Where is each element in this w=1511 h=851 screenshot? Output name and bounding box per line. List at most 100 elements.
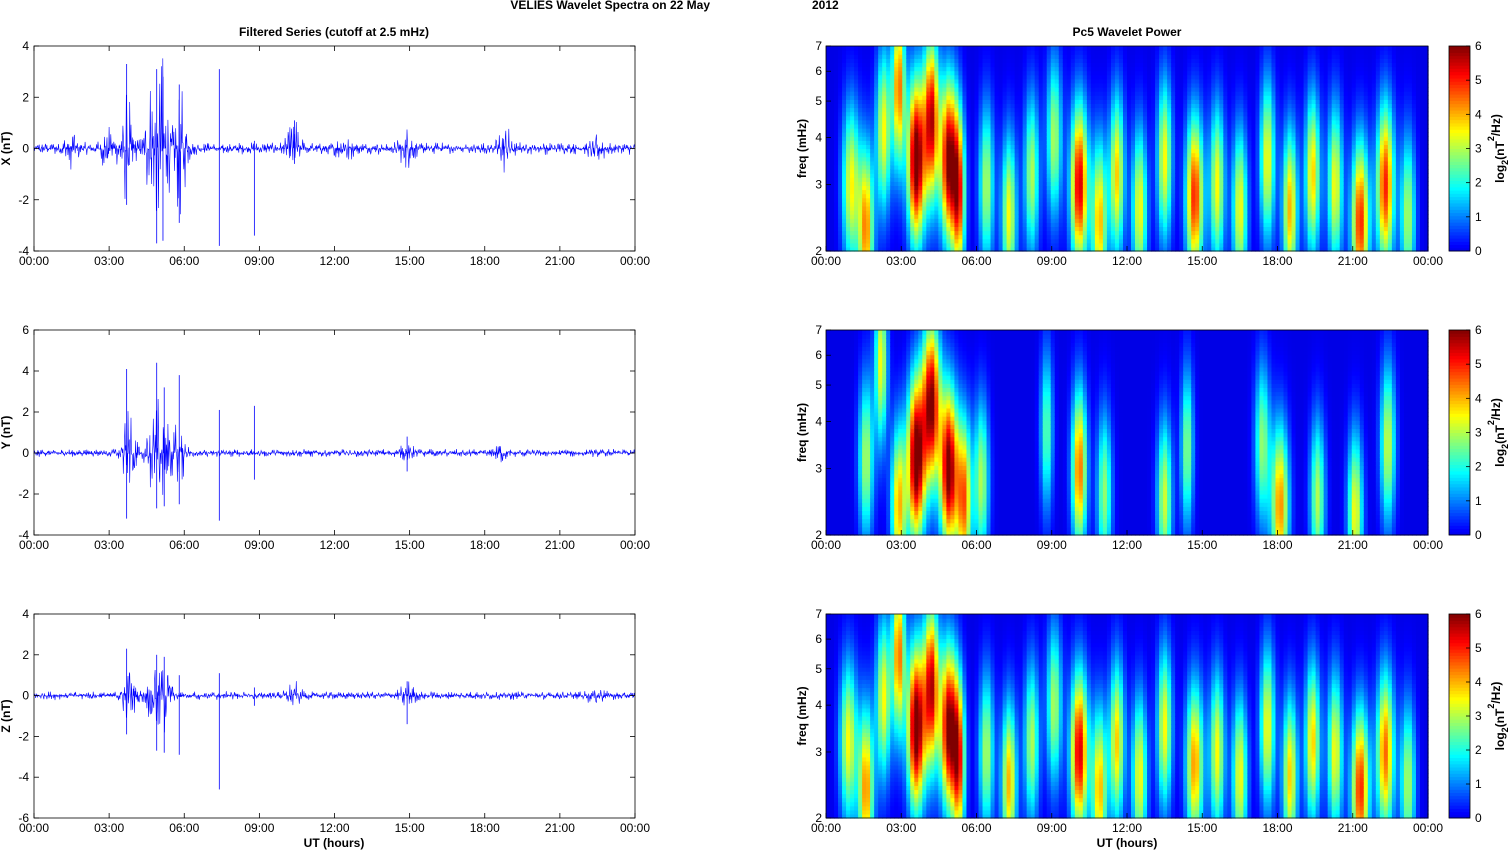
power-cell (1114, 140, 1120, 145)
power-cell (1147, 99, 1152, 104)
power-cell (874, 238, 879, 244)
power-cell (966, 132, 972, 137)
power-cell (1058, 218, 1064, 223)
power-cell (962, 103, 968, 109)
power-cell (962, 148, 968, 154)
power-cell (1114, 205, 1120, 211)
power-cell (974, 226, 980, 232)
power-cell (922, 99, 927, 104)
power-cell (1163, 205, 1168, 211)
power-cell (958, 58, 964, 63)
power-cell (1203, 107, 1208, 113)
power-cell (1151, 132, 1156, 137)
power-cell (874, 210, 879, 215)
power-cell (1147, 210, 1152, 215)
power-cell (1199, 181, 1204, 186)
power-cell (1203, 66, 1208, 72)
power-cell (886, 160, 891, 166)
power-cell (1034, 78, 1040, 84)
power-cell (1034, 58, 1040, 63)
power-cell (1046, 197, 1052, 203)
power-cell (1014, 238, 1020, 244)
power-cell (958, 107, 964, 113)
power-cell (1034, 189, 1040, 195)
power-cell (1074, 234, 1080, 240)
power-cell (966, 50, 972, 55)
power-cell (1038, 197, 1044, 203)
power-cell (1018, 103, 1024, 109)
power-cell (1034, 156, 1040, 162)
power-cell (1127, 201, 1132, 207)
power-cell (1207, 205, 1212, 211)
power-cell (898, 58, 903, 63)
power-cell (1094, 222, 1100, 227)
power-cell (958, 115, 964, 121)
power-cell (894, 189, 899, 195)
power-cell (974, 62, 980, 68)
power-cell (938, 66, 943, 72)
power-cell (1118, 156, 1124, 162)
power-cell (874, 87, 879, 92)
power-cell (1159, 242, 1164, 248)
power-cell (1070, 173, 1076, 178)
power-cell (854, 230, 859, 236)
power-cell (834, 140, 839, 145)
power-cell (846, 62, 851, 68)
power-cell (1006, 169, 1012, 174)
power-cell (1163, 78, 1168, 84)
power-cell (1187, 74, 1192, 80)
power-cell (974, 160, 980, 166)
power-cell (886, 181, 891, 186)
power-cell (858, 230, 863, 236)
power-cell (1010, 128, 1016, 133)
power-cell (1122, 173, 1128, 178)
power-cell (966, 160, 972, 166)
power-cell (866, 144, 871, 150)
power-cell (870, 103, 875, 109)
power-cell (1211, 132, 1216, 137)
power-cell (1070, 246, 1076, 252)
power-cell (906, 82, 911, 88)
power-cell (1018, 177, 1024, 182)
power-cell (1203, 189, 1208, 195)
power-cell (1122, 111, 1128, 117)
power-cell (930, 242, 935, 248)
power-cell (1026, 181, 1032, 186)
power-cell (1155, 197, 1160, 203)
power-cell (1118, 205, 1124, 211)
power-cell (1127, 218, 1132, 223)
power-cell (1187, 214, 1192, 219)
x-tick-label: 21:00 (545, 538, 575, 552)
power-cell (1078, 95, 1084, 100)
power-cell (1094, 246, 1100, 252)
power-cell (1034, 91, 1040, 96)
power-cell (1014, 222, 1020, 227)
power-cell (1183, 156, 1188, 162)
power-cell (982, 205, 988, 211)
power-cell (1030, 234, 1036, 240)
power-cell (1179, 214, 1184, 219)
power-cell (950, 173, 956, 178)
power-cell (930, 197, 935, 203)
power-cell (1030, 230, 1036, 236)
power-cell (950, 74, 956, 80)
power-cell (1054, 123, 1060, 129)
power-cell (914, 205, 919, 211)
power-cell (998, 144, 1004, 150)
power-cell (1207, 87, 1212, 92)
power-cell (1203, 54, 1208, 59)
power-cell (922, 136, 927, 141)
power-cell (1199, 152, 1204, 158)
power-cell (1195, 107, 1200, 113)
power-cell (834, 115, 839, 121)
power-cell (966, 111, 972, 117)
power-cell (962, 201, 968, 207)
power-cell (998, 210, 1004, 215)
power-cell (1026, 74, 1032, 80)
power-cell (1187, 160, 1192, 166)
power-cell (998, 230, 1004, 236)
power-cell (890, 54, 895, 59)
power-cell (886, 201, 891, 207)
power-cell (1022, 181, 1028, 186)
power-cell (850, 50, 855, 55)
